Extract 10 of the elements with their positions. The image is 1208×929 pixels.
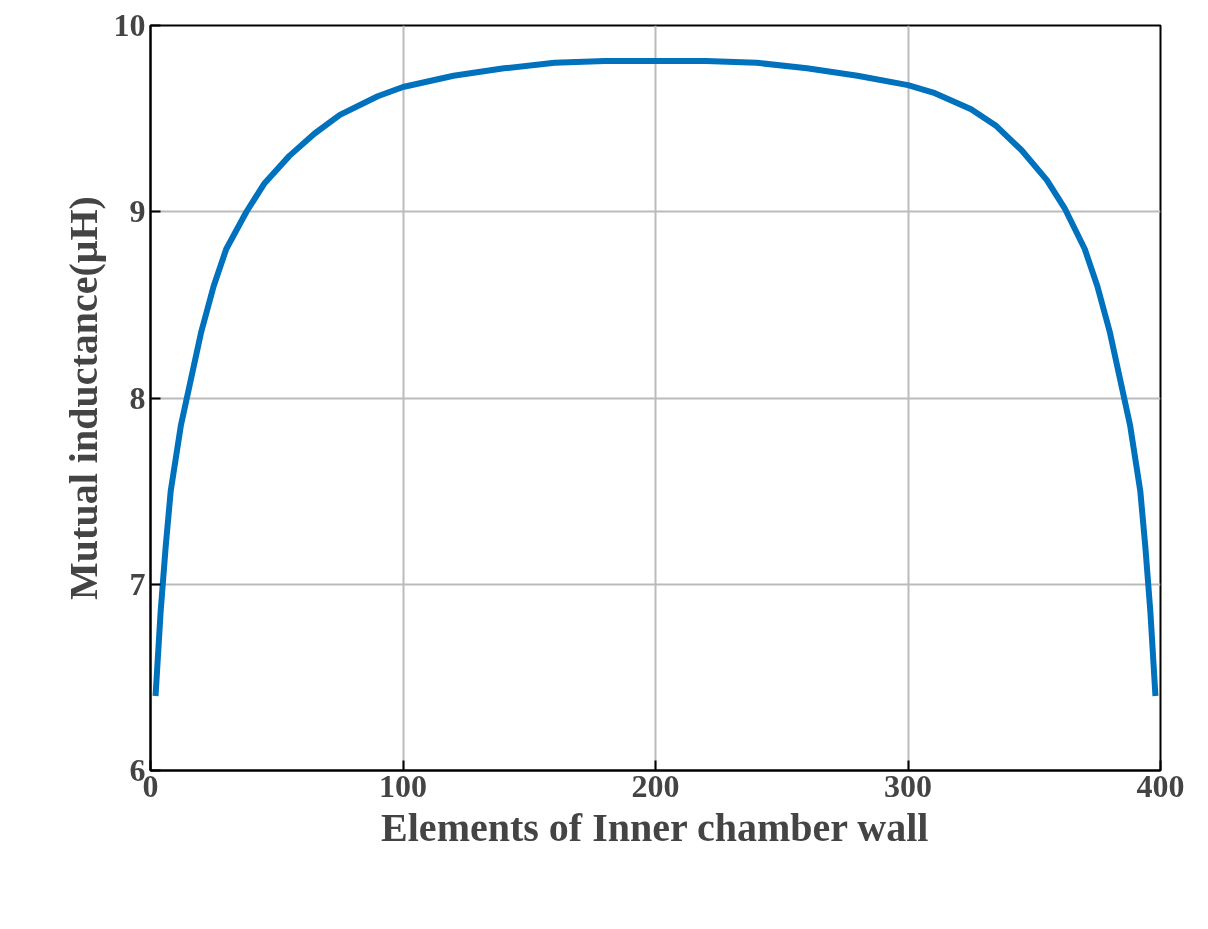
x-axis-title: Elements of Inner chamber wall [381, 804, 929, 850]
y-tick-label: 8 [129, 379, 146, 416]
y-tick-label: 7 [129, 565, 146, 602]
y-axis-title: Mutual inductance(μH) [60, 196, 106, 600]
x-tick-label: 300 [884, 767, 932, 804]
x-tick-label: 100 [379, 767, 427, 804]
x-tick-label: 400 [1136, 767, 1185, 804]
x-tick-label: 200 [631, 767, 680, 804]
y-tick-label: 9 [129, 193, 146, 230]
y-tick-label: 10 [113, 7, 146, 43]
